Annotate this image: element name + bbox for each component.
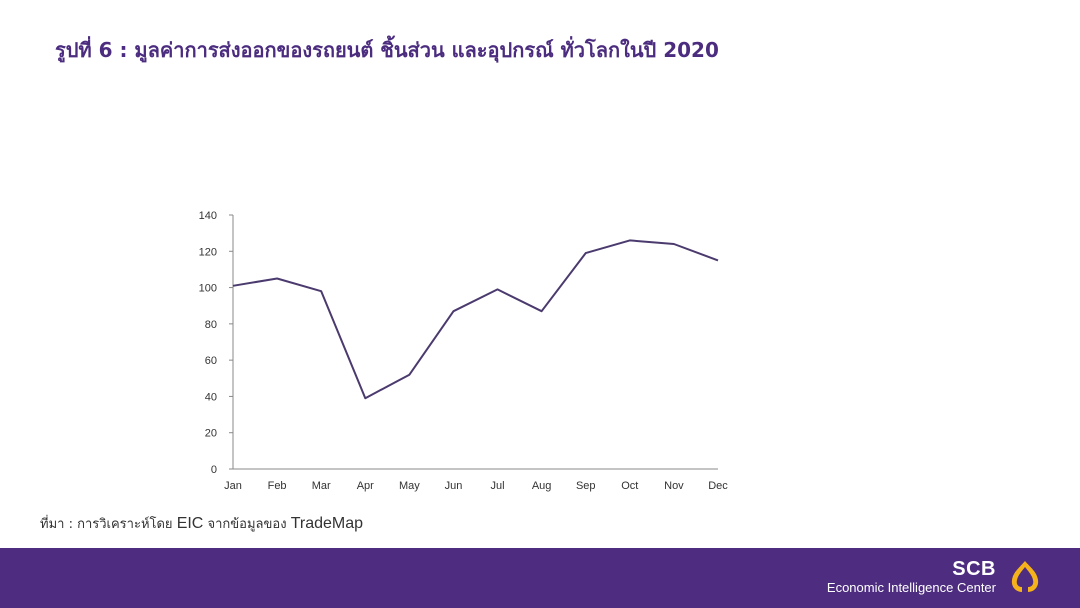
- x-tick-label: Jul: [491, 480, 505, 492]
- source-middle: จากข้อมูลของ: [203, 517, 291, 532]
- footer-bar: SCB Economic Intelligence Center: [0, 548, 1080, 608]
- y-tick-label: 120: [199, 246, 217, 258]
- x-tick-label: Feb: [268, 480, 287, 492]
- x-tick-label: Oct: [621, 480, 638, 492]
- x-tick-label: Sep: [576, 480, 596, 492]
- y-tick-label: 60: [205, 355, 217, 367]
- brand-name: SCB: [952, 558, 996, 580]
- y-tick-label: 0: [211, 464, 217, 476]
- y-tick-label: 140: [199, 210, 217, 222]
- x-tick-label: Jan: [224, 480, 242, 492]
- export-value-line-chart: 0 20 40 60 80 100 120 140 Jan Feb Mar Apr May Jun Jul…: [199, 210, 729, 492]
- source-org: EIC: [176, 515, 204, 532]
- brand-block: SCB Economic Intelligence Center: [827, 558, 996, 596]
- x-axis-ticks: Jan Feb Mar Apr May Jun Jul Aug Sep Oct Nov Dec: [224, 480, 728, 492]
- source-prefix: ที่มา : การวิเคราะห์โดย: [40, 517, 177, 532]
- series-points: [232, 240, 719, 399]
- y-tick-label: 100: [199, 283, 217, 295]
- source-note: ที่มา : การวิเคราะห์โดย EIC จากข้อมูลของ…: [40, 513, 363, 534]
- source-dataset: TradeMap: [290, 515, 364, 532]
- x-tick-label: May: [399, 480, 420, 492]
- y-tick-label: 20: [205, 428, 217, 440]
- series-line-export-value: [232, 239, 719, 400]
- y-tick-label: 40: [205, 391, 217, 403]
- x-tick-label: Nov: [664, 480, 684, 492]
- brand-subtitle: Economic Intelligence Center: [826, 580, 996, 595]
- x-tick-label: Mar: [312, 480, 331, 492]
- scb-palace-logo-icon: [1011, 561, 1039, 592]
- x-tick-label: Dec: [708, 480, 728, 492]
- x-tick-label: Jun: [445, 480, 463, 492]
- y-tick-label: 80: [205, 319, 217, 331]
- y-axis-ticks: 0 20 40 60 80 100 120 140: [199, 210, 233, 476]
- page-title: รูปที่ 6 : มูลค่าการส่งออกของรถยนต์ ชิ้น…: [55, 38, 719, 62]
- x-tick-label: Apr: [357, 480, 374, 492]
- x-tick-label: Aug: [532, 480, 552, 492]
